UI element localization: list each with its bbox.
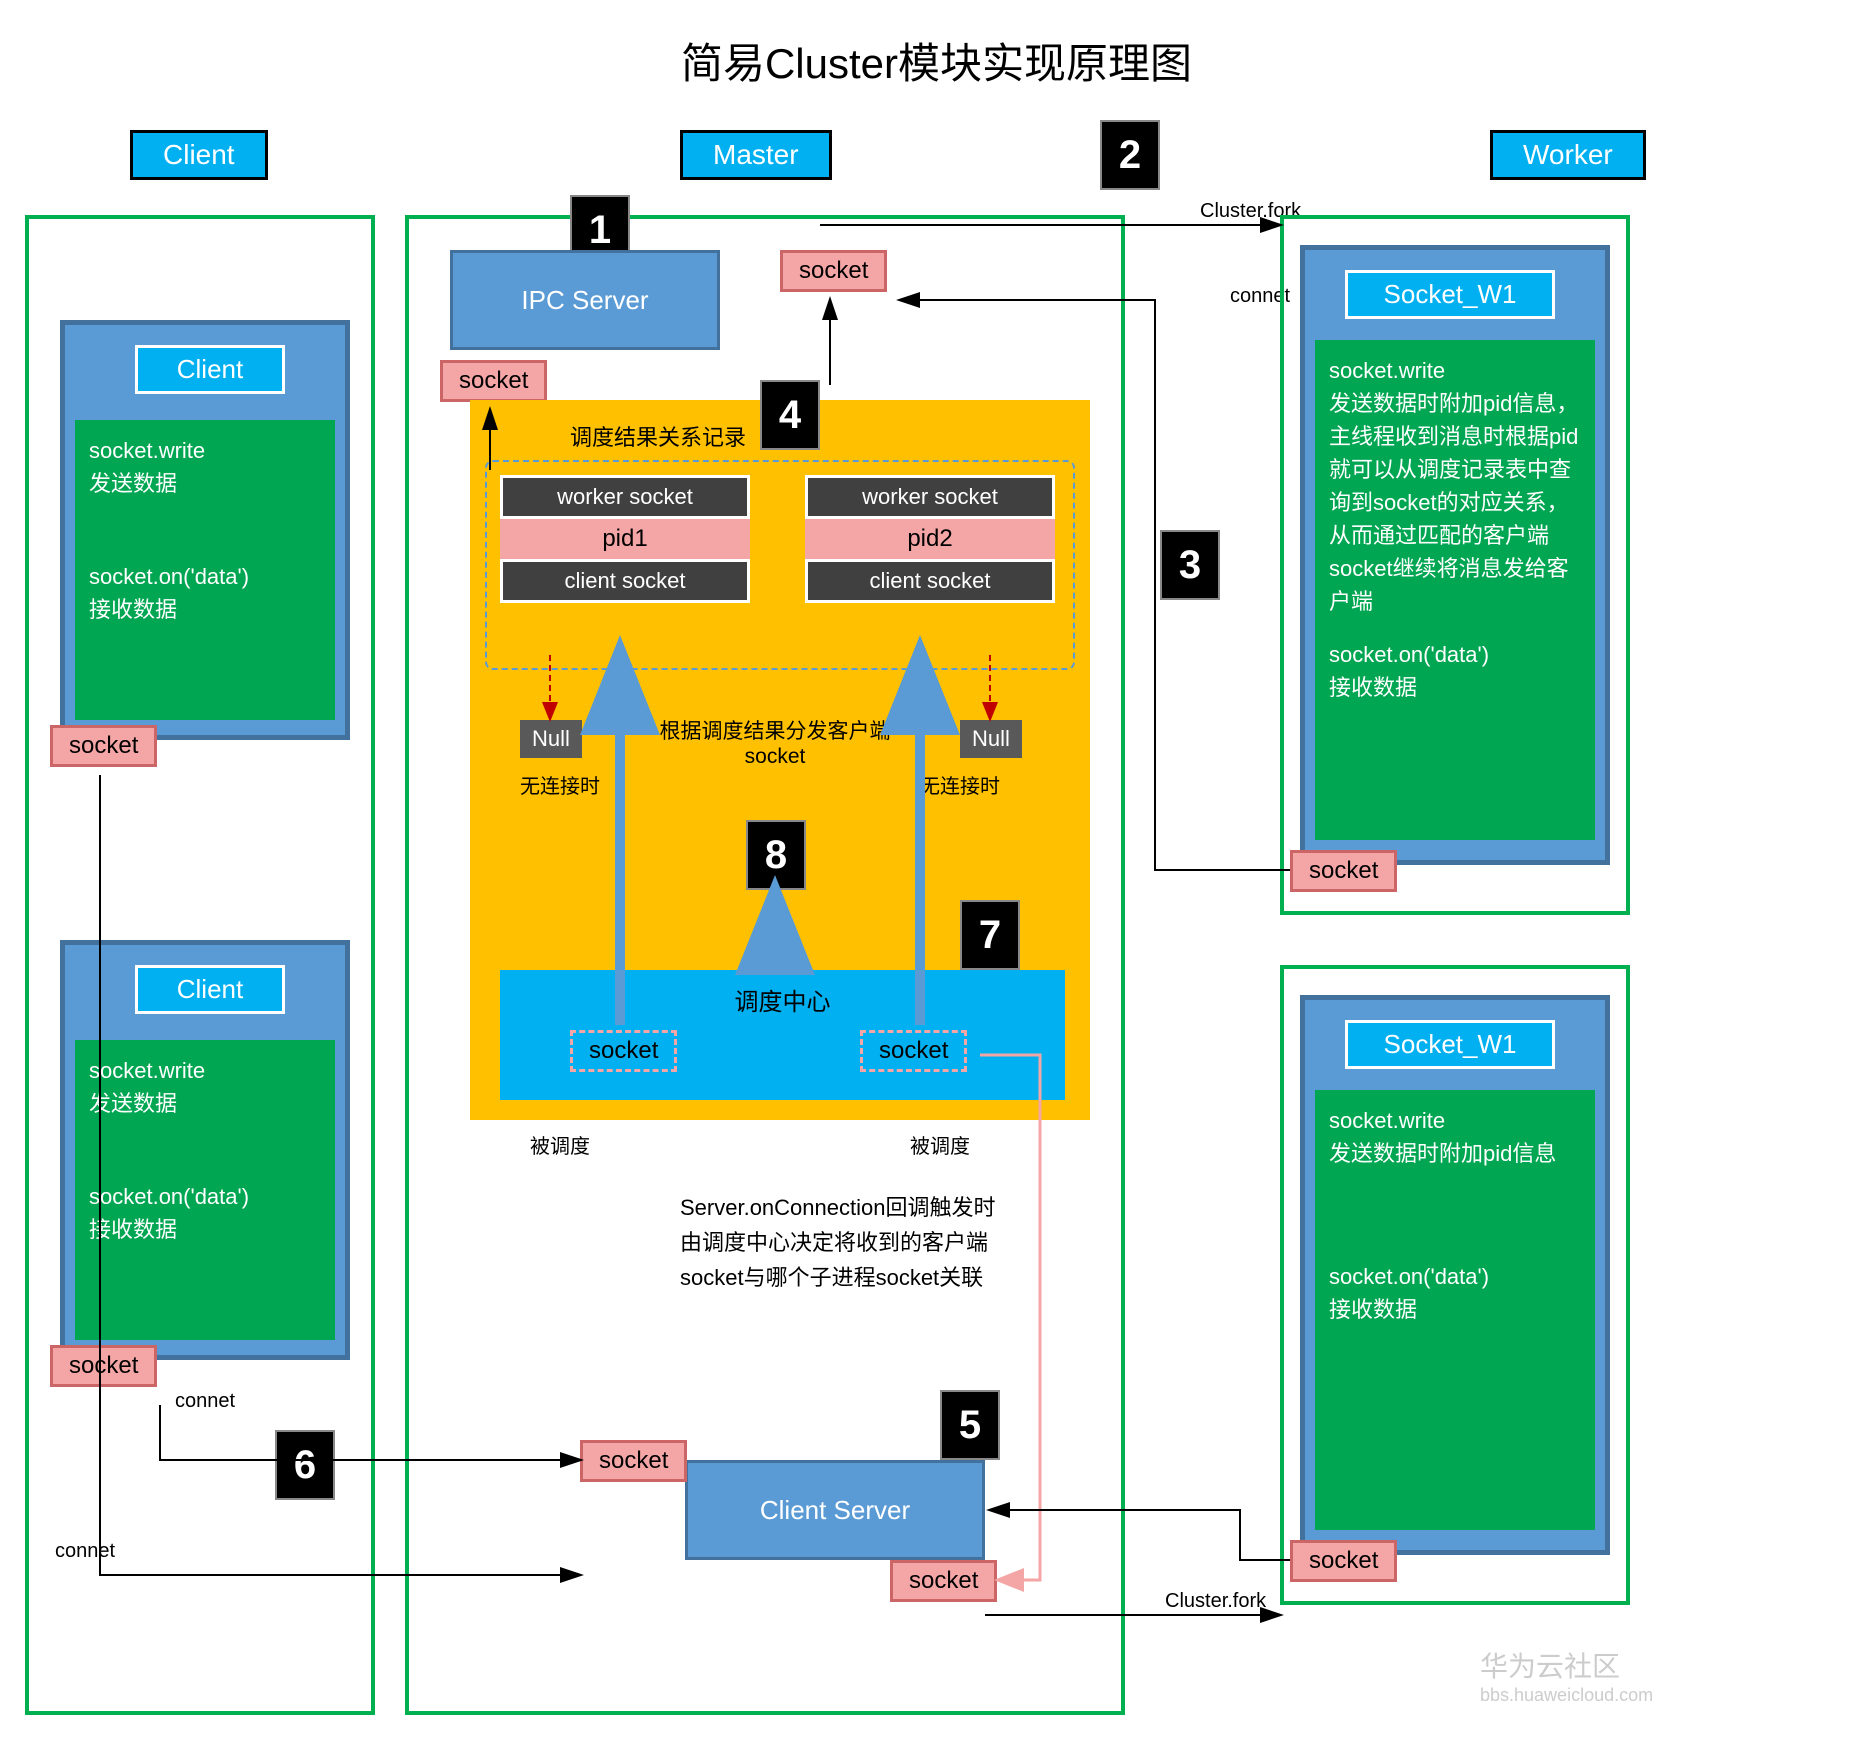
server-note: Server.onConnection回调触发时由调度中心决定将收到的客户端so…: [680, 1190, 1000, 1296]
client2-ondata: socket.on('data'): [89, 1180, 321, 1213]
client2-write-desc: 发送数据: [89, 1087, 321, 1120]
w1-desc: 发送数据时附加pid信息，主线程收到消息时根据pid就可以从调度记录表中查询到s…: [1329, 387, 1581, 618]
watermark-small: bbs.huaweicloud.com: [1480, 1685, 1653, 1706]
pid1: pid1: [500, 519, 750, 559]
clusterfork-2: Cluster.fork: [1165, 1590, 1266, 1613]
worker-green-2: socket.write 发送数据时附加pid信息 socket.on('dat…: [1315, 1090, 1595, 1530]
client1-ondata: socket.on('data'): [89, 560, 321, 593]
step-6: 6: [275, 1430, 335, 1500]
record-group-1: worker socket pid1 client socket: [500, 475, 750, 603]
w2-ondata: socket.on('data'): [1329, 1260, 1581, 1293]
connet-left-1: connet: [175, 1390, 235, 1413]
clientserver-socket-left: socket: [580, 1440, 687, 1482]
w2-ondata-desc: 接收数据: [1329, 1293, 1581, 1326]
dispatch-note: 根据调度结果分发客户端socket: [650, 715, 900, 769]
null-2: Null: [960, 720, 1022, 758]
client-socket-1: client socket: [500, 559, 750, 603]
worker-socket-2: worker socket: [805, 475, 1055, 519]
step-2: 2: [1100, 120, 1160, 190]
client1-write: socket.write: [89, 434, 321, 467]
master-socket-top: socket: [780, 250, 887, 292]
ipc-server-box: IPC Server: [450, 250, 720, 350]
noconn-1: 无连接时: [520, 770, 600, 799]
page-title: 简易Cluster模块实现原理图: [0, 30, 1873, 91]
worker-socket-1: worker socket: [500, 475, 750, 519]
client-green-2: socket.write 发送数据 socket.on('data') 接收数据: [75, 1040, 335, 1340]
worker1-socket: socket: [1290, 850, 1397, 892]
scheduled-1: 被调度: [530, 1130, 590, 1159]
step-5: 5: [940, 1390, 1000, 1460]
client-socket-2: client socket: [805, 559, 1055, 603]
master-socket-left: socket: [440, 360, 547, 402]
noconn-2: 无连接时: [920, 770, 1000, 799]
w1-write: socket.write: [1329, 354, 1581, 387]
step-3: 3: [1160, 530, 1220, 600]
sched-socket-2: socket: [860, 1030, 967, 1072]
connet-left-2: connet: [55, 1540, 115, 1563]
worker2-socket: socket: [1290, 1540, 1397, 1582]
sched-center-label: 调度中心: [500, 982, 1065, 1027]
record-title: 调度结果关系记录: [570, 420, 746, 452]
client-label-2: Client: [135, 965, 285, 1014]
sched-socket-1: socket: [570, 1030, 677, 1072]
step-8: 8: [746, 820, 806, 890]
w1-ondata: socket.on('data'): [1329, 638, 1581, 671]
step-4: 4: [760, 380, 820, 450]
client1-ondata-desc: 接收数据: [89, 593, 321, 626]
client-server-box: Client Server: [685, 1460, 985, 1560]
worker-label-1: Socket_W1: [1345, 270, 1555, 319]
w1-ondata-desc: 接收数据: [1329, 671, 1581, 704]
w2-desc: 发送数据时附加pid信息: [1329, 1137, 1581, 1170]
scheduled-2: 被调度: [910, 1130, 970, 1159]
client2-socket: socket: [50, 1345, 157, 1387]
watermark-big: 华为云社区: [1480, 1645, 1620, 1685]
client-label-1: Client: [135, 345, 285, 394]
header-master: Master: [680, 130, 832, 180]
client2-write: socket.write: [89, 1054, 321, 1087]
null-1: Null: [520, 720, 582, 758]
client1-socket: socket: [50, 725, 157, 767]
worker-green-1: socket.write 发送数据时附加pid信息，主线程收到消息时根据pid就…: [1315, 340, 1595, 840]
pid2: pid2: [805, 519, 1055, 559]
step-7: 7: [960, 900, 1020, 970]
w2-write: socket.write: [1329, 1104, 1581, 1137]
worker-label-2: Socket_W1: [1345, 1020, 1555, 1069]
client1-write-desc: 发送数据: [89, 467, 321, 500]
client-green-1: socket.write 发送数据 socket.on('data') 接收数据: [75, 420, 335, 720]
header-worker: Worker: [1490, 130, 1646, 180]
header-client: Client: [130, 130, 268, 180]
client2-ondata-desc: 接收数据: [89, 1213, 321, 1246]
record-group-2: worker socket pid2 client socket: [805, 475, 1055, 603]
clientserver-socket-bottom: socket: [890, 1560, 997, 1602]
